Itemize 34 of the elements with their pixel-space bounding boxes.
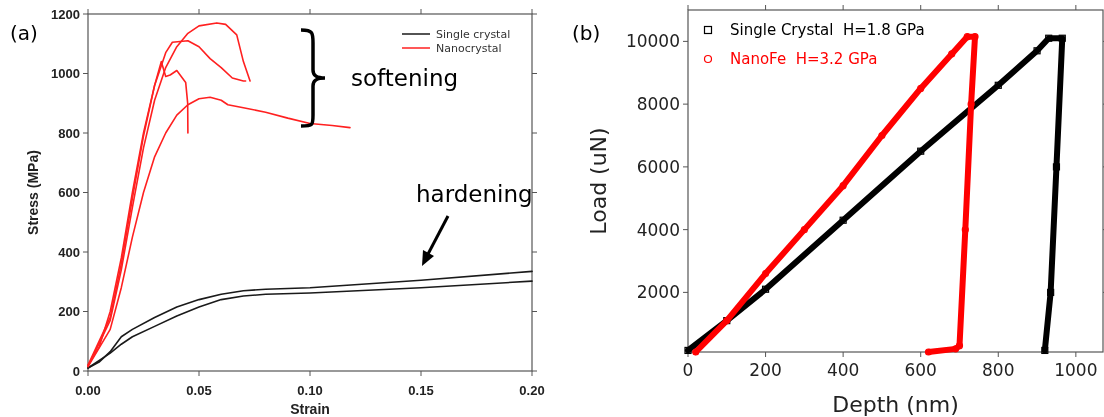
x-tick-label: 400 <box>826 360 860 380</box>
y-tick-label: 400 <box>58 244 80 260</box>
x-axis-title: Depth (nm) <box>832 392 959 417</box>
x-tick-label: 1000 <box>1054 360 1098 380</box>
y-tick-label: 4000 <box>636 219 680 240</box>
legend-label: Single Crystal H=1.8 GPa <box>730 21 925 40</box>
x-tick-label: 0.15 <box>408 383 434 398</box>
legend-label: Single crystal <box>436 27 511 41</box>
y-axis-title: Load (uN) <box>586 127 611 235</box>
annotation: softening <box>351 65 459 91</box>
y-tick-label: 10000 <box>625 31 680 52</box>
x-tick-label: 0.20 <box>519 383 545 398</box>
y-tick-label: 1000 <box>51 66 80 82</box>
y-tick-label: 800 <box>58 125 80 141</box>
x-tick-label: 0.05 <box>186 383 212 398</box>
x-axis-title: Strain <box>290 401 330 417</box>
y-axis-title: Stress (MPa) <box>25 150 41 235</box>
y-tick-label: 200 <box>58 304 80 320</box>
y-tick-label: 1200 <box>51 6 80 22</box>
y-tick-label: 8000 <box>636 94 680 115</box>
y-tick-label: 2000 <box>636 282 680 303</box>
legend-label: Nanocrystal <box>436 41 502 55</box>
x-tick-label: 0.00 <box>75 383 101 398</box>
text: (b) <box>572 21 601 45</box>
y-tick-label: 6000 <box>636 156 680 177</box>
chart-title: (a) <box>10 21 38 45</box>
legend-label: NanoFe H=3.2 GPa <box>730 50 878 69</box>
x-tick-label: 800 <box>982 360 1015 380</box>
annotation: hardening <box>416 181 533 207</box>
y-tick-label: 600 <box>58 185 80 201</box>
x-tick-label: 600 <box>904 360 937 380</box>
x-tick-label: 200 <box>749 360 782 380</box>
x-tick-label: 0.10 <box>297 383 323 398</box>
x-tick-label: 0 <box>682 360 694 380</box>
